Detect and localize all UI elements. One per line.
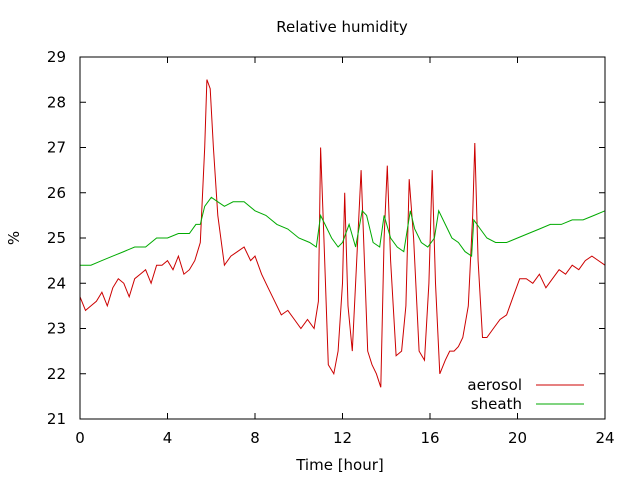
x-tick-label: 20 — [508, 429, 527, 447]
x-tick-label: 0 — [75, 429, 85, 447]
y-tick-label: 28 — [47, 93, 66, 111]
y-tick-label: 25 — [47, 229, 66, 247]
y-tick-label: 29 — [47, 48, 66, 66]
y-tick-label: 21 — [47, 410, 66, 428]
x-tick-label: 16 — [420, 429, 439, 447]
y-tick-label: 23 — [47, 320, 66, 338]
plot-frame — [79, 56, 606, 420]
y-tick-label: 26 — [47, 184, 66, 202]
x-tick-label: 8 — [250, 429, 260, 447]
legend-label-aerosol: aerosol — [467, 376, 522, 394]
y-tick-label: 27 — [47, 139, 66, 157]
y-axis-label: % — [5, 231, 23, 245]
x-axis-label: Time [hour] — [295, 456, 384, 474]
legend-label-sheath: sheath — [471, 395, 522, 413]
y-tick-label: 22 — [47, 365, 66, 383]
y-tick-label: 24 — [47, 274, 66, 292]
x-tick-label: 24 — [595, 429, 614, 447]
series-line-sheath — [80, 196, 606, 266]
x-tick-label: 4 — [163, 429, 173, 447]
chart-title: Relative humidity — [276, 18, 408, 36]
series-line-aerosol — [79, 79, 606, 388]
x-tick-label: 12 — [333, 429, 352, 447]
